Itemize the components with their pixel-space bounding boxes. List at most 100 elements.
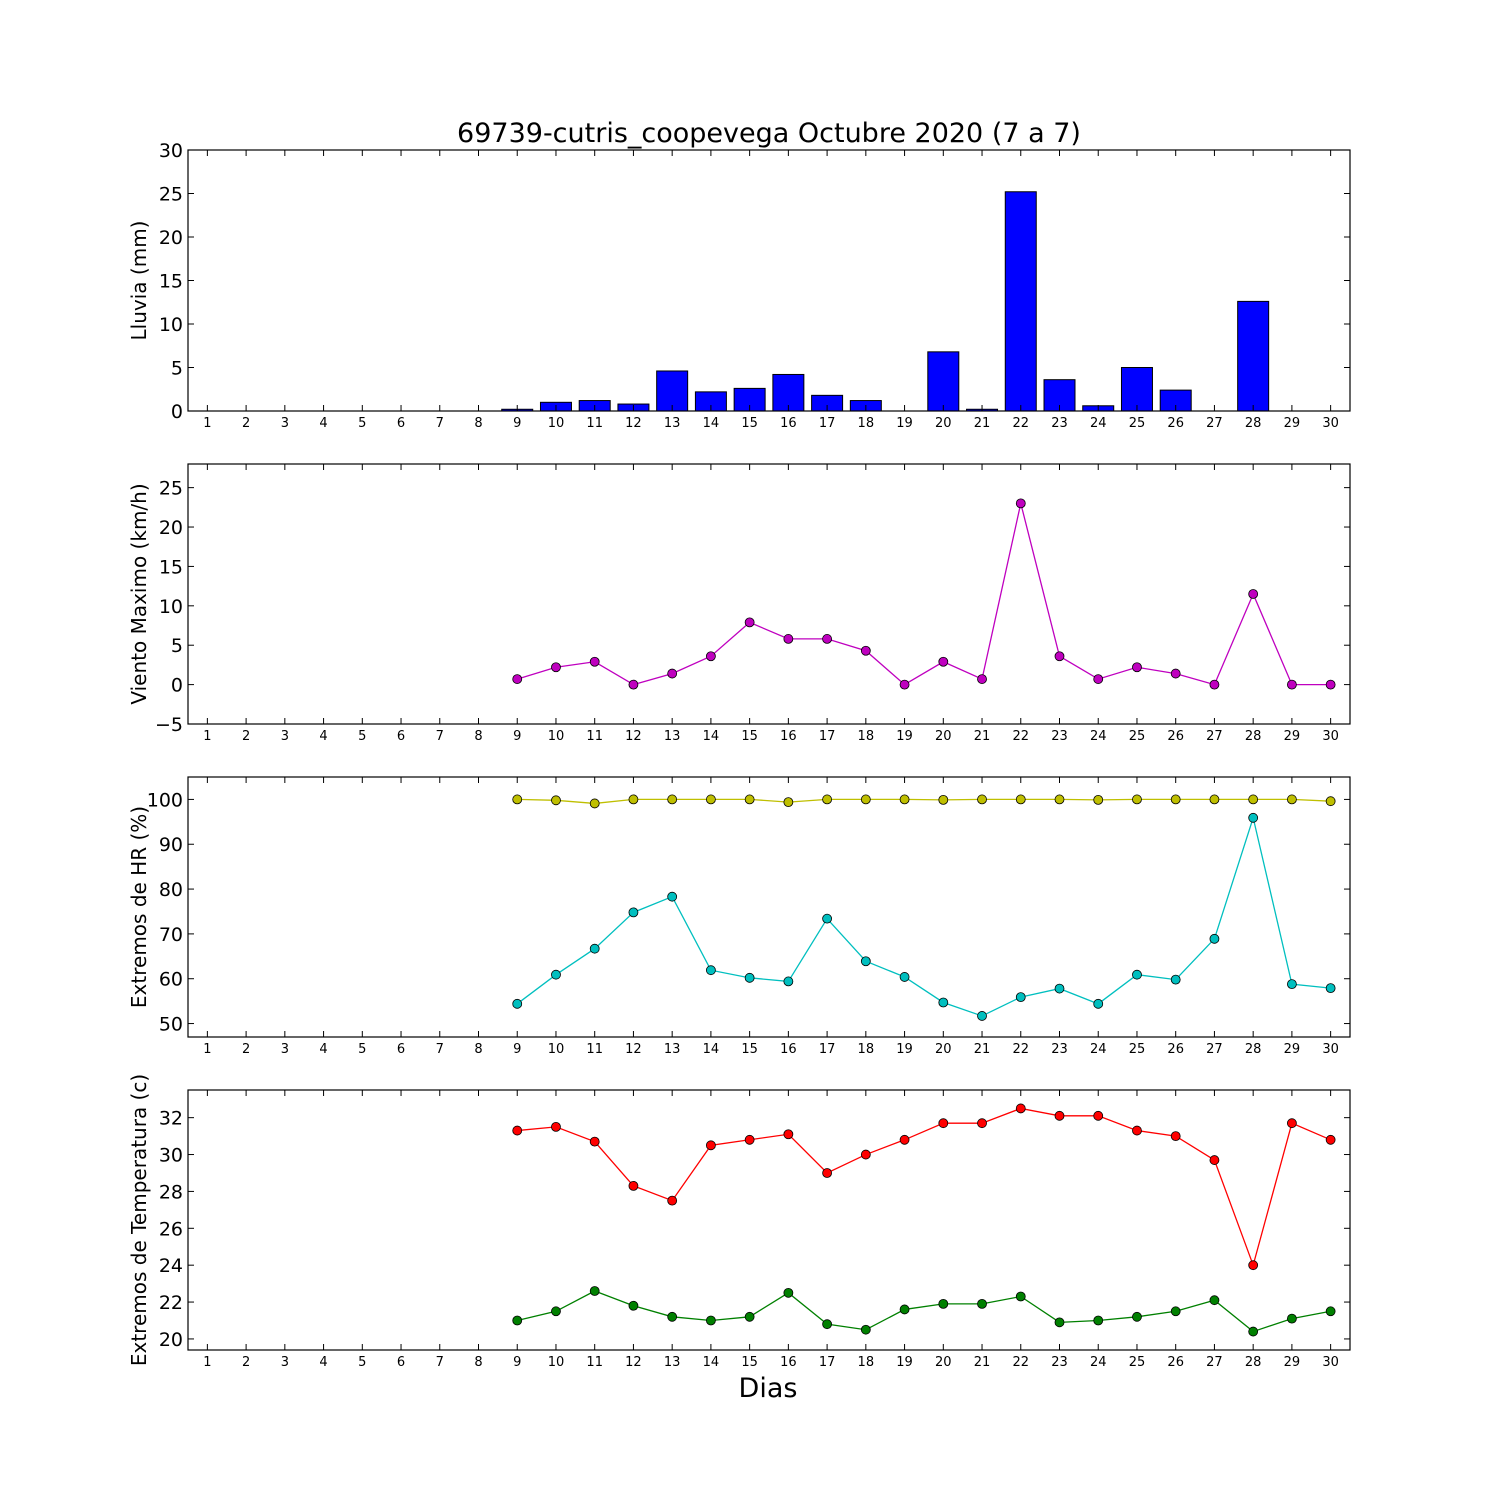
x-tick-label: 24 xyxy=(1090,1042,1107,1057)
wind-series-1-point xyxy=(628,679,639,690)
x-tick-label: 27 xyxy=(1206,416,1223,431)
x-tick-label: 8 xyxy=(474,1042,482,1057)
wind-series-1-point xyxy=(938,656,949,667)
x-tick-label: 27 xyxy=(1206,1355,1223,1370)
x-tick-label: 2 xyxy=(242,1355,250,1370)
temperature-series-1-point xyxy=(512,1125,523,1136)
x-tick-label: 17 xyxy=(819,729,836,744)
temperature-series-1-point xyxy=(977,1118,987,1129)
x-tick-label: 12 xyxy=(625,729,642,744)
temperature-series-2-point xyxy=(938,1299,949,1309)
x-tick-label: 25 xyxy=(1129,416,1146,431)
x-tick-label: 28 xyxy=(1245,416,1262,431)
x-tick-label: 30 xyxy=(1322,1042,1339,1057)
x-tick-label: 11 xyxy=(586,416,603,431)
humidity-series-2-point xyxy=(783,976,794,987)
x-tick-label: 3 xyxy=(281,416,289,431)
rain-bar xyxy=(1120,367,1153,412)
x-tick-label: 23 xyxy=(1051,1355,1068,1370)
temperature-series-1-line xyxy=(517,1107,1331,1268)
temperature-series-1-point xyxy=(1248,1260,1259,1271)
humidity-series-2-point xyxy=(1132,969,1142,980)
temperature-series-1-point xyxy=(1093,1110,1104,1121)
temperature-series-1-point xyxy=(899,1134,910,1145)
x-tick-label: 12 xyxy=(625,416,642,431)
x-tick-label: 8 xyxy=(474,729,482,744)
humidity-series-2-point xyxy=(899,972,910,982)
x-tick-label: 21 xyxy=(974,1355,991,1370)
temperature-series-2-point xyxy=(744,1311,755,1322)
temperature-series-2-point xyxy=(1248,1326,1259,1337)
temperature-series-1-point xyxy=(589,1136,600,1147)
x-tick-label: 6 xyxy=(397,1355,405,1370)
humidity-series-2-point xyxy=(1170,974,1181,985)
x-tick-label: 12 xyxy=(625,1042,642,1057)
y-tick-label: 100 xyxy=(147,789,183,811)
temperature-series-2-point xyxy=(1132,1311,1142,1322)
temperature-series-1-point xyxy=(1209,1155,1220,1165)
temperature-series-2-point xyxy=(1054,1317,1065,1328)
x-tick-label: 20 xyxy=(935,729,952,744)
x-tick-label: 12 xyxy=(625,1355,642,1370)
y-tick-label: 80 xyxy=(159,879,183,901)
x-tick-label: 6 xyxy=(397,416,405,431)
x-tick-label: 23 xyxy=(1051,416,1068,431)
humidity-series-1-point xyxy=(1325,796,1336,807)
temperature-series-2-point xyxy=(706,1315,716,1326)
rain-bar xyxy=(656,370,689,412)
x-tick-label: 13 xyxy=(664,1355,681,1370)
temperature-series-2-point xyxy=(783,1287,794,1298)
x-tick-label: 13 xyxy=(664,1042,681,1057)
x-tick-label: 5 xyxy=(358,1355,366,1370)
x-tick-label: 28 xyxy=(1245,729,1262,744)
temperature-y-axis-label: Extremos de Temperatura (c) xyxy=(127,1074,151,1366)
y-tick-label: 32 xyxy=(159,1108,183,1130)
x-tick-label: 14 xyxy=(703,1042,720,1057)
x-tick-label: 5 xyxy=(358,1042,366,1057)
wind-series-1-point xyxy=(899,679,910,690)
x-tick-label: 8 xyxy=(474,1355,482,1370)
x-tick-label: 2 xyxy=(242,1042,250,1057)
wind-series-1-point xyxy=(1015,498,1026,509)
temperature-series-1-point xyxy=(1325,1134,1336,1145)
temperature-series-1-point xyxy=(1132,1125,1142,1136)
x-tick-label: 10 xyxy=(548,1042,565,1057)
wind-y-axis-label: Viento Maximo (km/h) xyxy=(127,483,151,704)
y-tick-label: 0 xyxy=(171,675,183,697)
x-tick-label: 14 xyxy=(703,1355,720,1370)
x-tick-label: 21 xyxy=(974,729,991,744)
temperature-series-2-point xyxy=(512,1315,523,1326)
humidity-series-2-point xyxy=(938,997,949,1008)
x-tick-label: 25 xyxy=(1129,1355,1146,1370)
x-tick-label: 10 xyxy=(548,1355,565,1370)
temperature-axes-frame xyxy=(187,1089,1351,1351)
x-tick-label: 7 xyxy=(436,416,444,431)
humidity-series-1-point xyxy=(551,795,561,806)
humidity-series-2-point xyxy=(860,956,871,967)
x-tick-label: 22 xyxy=(1012,1042,1029,1057)
wind-series-1-point xyxy=(512,674,523,684)
x-tick-label: 23 xyxy=(1051,1042,1068,1057)
x-tick-label: 13 xyxy=(664,416,681,431)
wind-series-1-point xyxy=(1132,662,1142,673)
humidity-series-2-point xyxy=(551,969,561,980)
x-tick-label: 25 xyxy=(1129,1042,1146,1057)
x-tick-label: 7 xyxy=(436,729,444,744)
x-tick-label: 18 xyxy=(858,416,875,431)
y-tick-label: 28 xyxy=(159,1181,183,1203)
x-tick-label: 18 xyxy=(858,1042,875,1057)
x-tick-label: 3 xyxy=(281,1042,289,1057)
x-tick-label: 22 xyxy=(1012,416,1029,431)
y-tick-label: 90 xyxy=(159,834,183,856)
x-tick-label: 24 xyxy=(1090,729,1107,744)
x-tick-label: 24 xyxy=(1090,1355,1107,1370)
humidity-series-1-point xyxy=(938,794,949,805)
wind-series-1-point xyxy=(977,674,987,684)
temperature-series-2-point xyxy=(589,1286,600,1296)
x-axis-label: Dias xyxy=(739,1373,798,1404)
humidity-series-2-point xyxy=(1054,983,1065,994)
temperature-series-1-point xyxy=(551,1121,561,1132)
wind-series-1-point xyxy=(744,617,755,628)
y-tick-label: 26 xyxy=(159,1218,183,1240)
